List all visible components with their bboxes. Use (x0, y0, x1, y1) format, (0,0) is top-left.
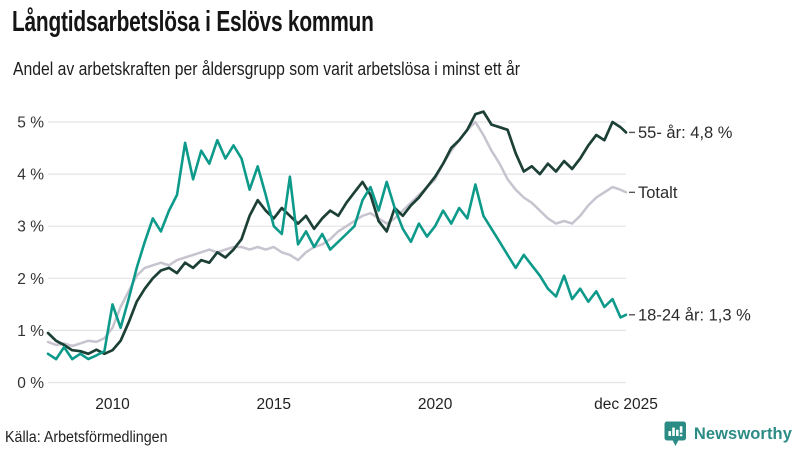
x-tick-label: dec 2025 (594, 396, 658, 413)
brand-link[interactable]: Newsworthy (663, 420, 792, 448)
x-tick-label: 2010 (95, 396, 130, 413)
x-tick-label: 2015 (257, 396, 291, 413)
y-tick-label: 2 % (17, 271, 44, 288)
bar-chart-speech-bubble-icon (664, 421, 686, 446)
x-tick-label: 2020 (418, 396, 453, 413)
y-tick-label: 0 % (17, 375, 44, 392)
series-end-label-18-24-r: 18-24 år: 1,3 % (638, 306, 751, 324)
y-tick-label: 5 % (17, 115, 44, 132)
y-tick-label: 1 % (17, 323, 44, 340)
series-end-label-totalt: Totalt (638, 184, 678, 202)
y-tick-label: 3 % (17, 219, 44, 236)
source-note: Källa: Arbetsförmedlingen (5, 429, 168, 446)
y-tick-label: 4 % (17, 167, 44, 184)
series-line-18-24-r (46, 138, 628, 361)
series-end-label-55-r: 55- år: 4,8 % (638, 124, 733, 142)
page-title: Långtidsarbetslösa i Eslövs kommun (12, 6, 374, 38)
brand-name: Newsworthy (693, 424, 792, 443)
series-line-55-r (46, 110, 628, 356)
chart-subtitle: Andel av arbetskraften per åldersgrupp s… (13, 58, 520, 79)
series-line-totalt (46, 120, 628, 348)
